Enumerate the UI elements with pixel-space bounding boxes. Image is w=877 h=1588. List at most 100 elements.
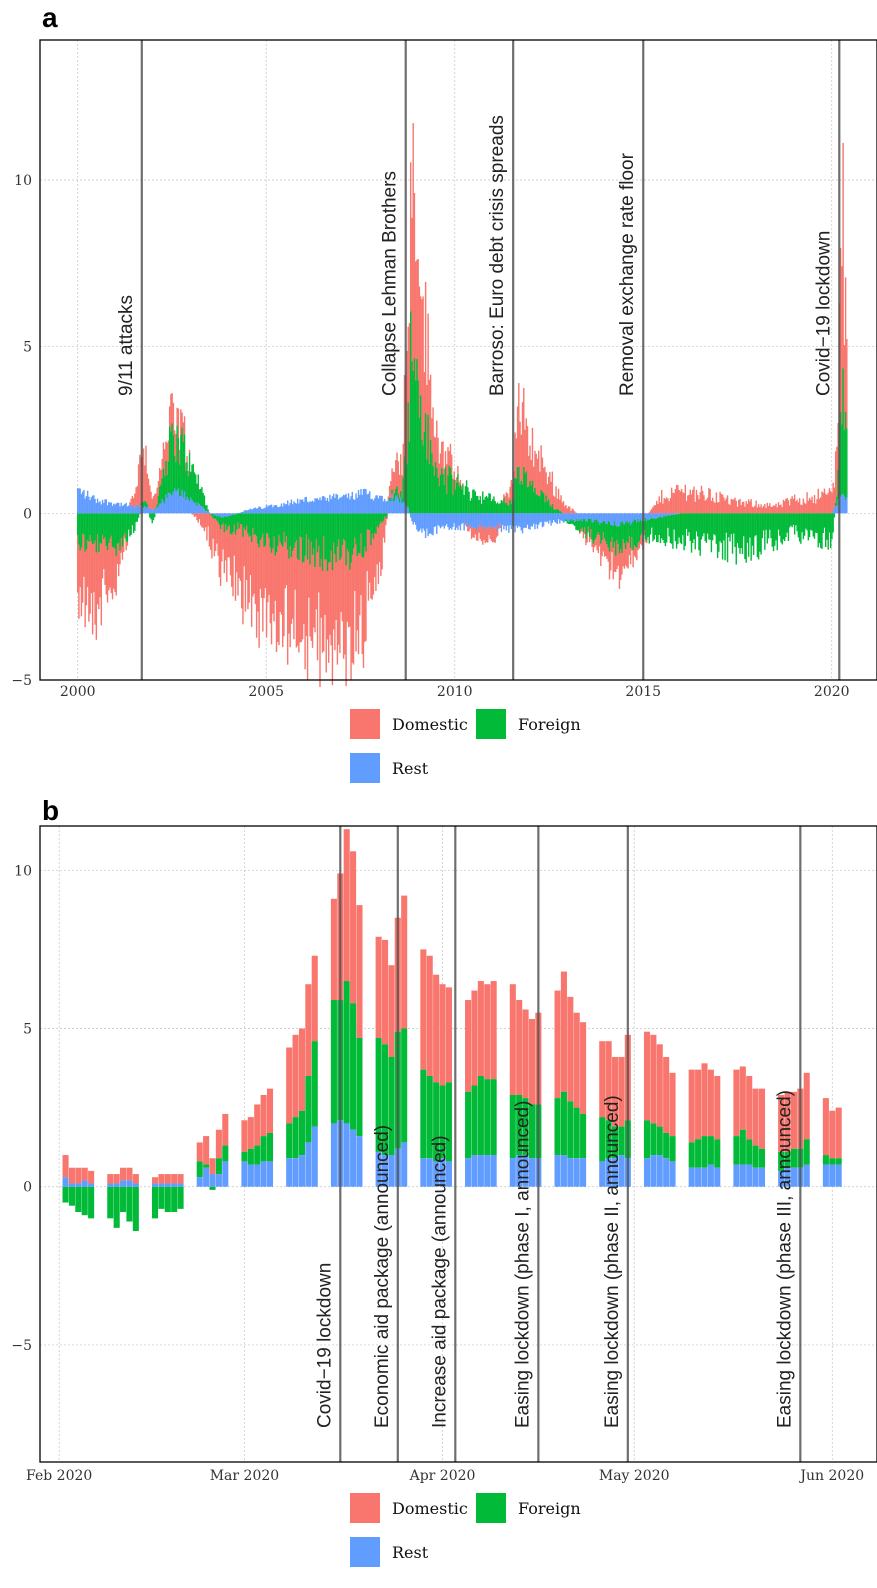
- panel-a-bar-domestic: [472, 527, 474, 538]
- panel-b-bar-foreign: [88, 1186, 95, 1219]
- panel-a-bar-foreign: [559, 511, 561, 514]
- panel-a-bar-foreign: [627, 523, 629, 544]
- panel-a-bar-rest: [372, 500, 375, 514]
- panel-a-bar-rest: [272, 507, 274, 514]
- panel-b-bar-rest: [241, 1161, 248, 1187]
- panel-a-bar-foreign: [688, 513, 690, 533]
- panel-a-bar-domestic: [564, 506, 566, 514]
- panel-a-bar-rest: [116, 502, 119, 514]
- panel-a-bar-rest: [294, 502, 296, 514]
- panel-a-bar-domestic: [139, 454, 141, 507]
- panel-a-bar-rest: [521, 513, 524, 534]
- panel-a-bar-foreign: [272, 513, 274, 549]
- panel-a-frame: [39, 39, 877, 681]
- panel-b-bar-domestic: [490, 981, 497, 1080]
- panel-a-bar-domestic: [299, 536, 301, 643]
- panel-b-bar-domestic: [113, 1174, 120, 1184]
- panel-a-bar-domestic: [258, 547, 260, 648]
- panel-a-bar-foreign: [321, 513, 324, 571]
- panel-a-bar-rest: [182, 496, 185, 514]
- panel-a-bar-foreign: [284, 513, 286, 543]
- panel-a-bar-domestic: [86, 539, 89, 588]
- panel-a-bar-foreign: [571, 520, 573, 524]
- panel-a-bar-foreign: [163, 476, 166, 504]
- panel-a-bar-foreign: [340, 513, 342, 558]
- panel-a-bar-foreign: [504, 503, 506, 514]
- panel-a-bar-rest: [84, 498, 86, 514]
- panel-b-series-foreign: [62, 981, 842, 1232]
- panel-a-bar-domestic: [191, 513, 193, 515]
- panel-a-bar-rest: [268, 505, 270, 514]
- panel-a-bar-foreign: [710, 513, 713, 553]
- panel-a-xtick-label: 2005: [248, 684, 284, 700]
- panel-a-bar-domestic: [757, 504, 760, 514]
- panel-a-bar-foreign: [286, 513, 289, 550]
- panel-a-bar-rest: [206, 511, 208, 514]
- panel-a-series-foreign: [76, 311, 848, 572]
- panel-a-bar-foreign: [709, 513, 711, 540]
- panel-a-bar-rest: [528, 513, 530, 529]
- panel-a-bar-domestic: [574, 511, 576, 514]
- panel-a-bar-foreign: [569, 520, 571, 525]
- panel-a-bar-foreign: [575, 520, 577, 530]
- panel-a-bar-rest: [460, 513, 463, 525]
- panel-a-bar-domestic: [412, 123, 414, 371]
- panel-b-bar-rest: [560, 1155, 567, 1187]
- panel-a-bar-domestic: [705, 499, 708, 514]
- panel-b-bar-rest: [490, 1155, 497, 1187]
- panel-a-bar-rest: [659, 513, 662, 517]
- panel-a-bar-domestic: [554, 496, 556, 510]
- panel-a-bar-rest: [834, 506, 837, 514]
- panel-a-bar-domestic: [690, 494, 693, 514]
- panel-a-bar-foreign: [382, 513, 385, 521]
- panel-a-bar-foreign: [135, 513, 137, 523]
- panel-b-ytick-label: 5: [23, 1022, 32, 1038]
- panel-a-bar-domestic: [350, 562, 352, 680]
- panel-a-bar-foreign: [324, 513, 326, 560]
- panel-a-bar-foreign: [703, 513, 705, 534]
- panel-b-bar-domestic: [356, 905, 363, 1038]
- panel-a-bar-domestic: [627, 543, 629, 569]
- panel-a-bar-foreign: [564, 520, 566, 522]
- panel-a-bar-foreign: [795, 513, 797, 526]
- panel-b-legend-swatch-rest: [350, 1537, 380, 1567]
- panel-a-bar-foreign: [94, 513, 96, 541]
- panel-a-bar-foreign: [168, 426, 171, 494]
- panel-a-bar-domestic: [437, 437, 439, 479]
- panel-a-bar-domestic: [631, 537, 633, 551]
- panel-a-bar-domestic: [156, 487, 158, 505]
- panel-b-bar-foreign: [822, 1155, 829, 1165]
- panel-a-bar-rest: [162, 501, 165, 514]
- panel-a-bar-foreign: [818, 513, 821, 544]
- panel-a-bar-domestic: [200, 513, 202, 526]
- panel-a-bar-foreign: [653, 518, 655, 540]
- panel-a-bar-foreign: [724, 513, 726, 561]
- panel-a-bar-rest: [524, 513, 526, 528]
- panel-a-bar-rest: [120, 502, 122, 514]
- panel-b-bar-foreign: [401, 1028, 408, 1143]
- panel-a-bar-rest: [608, 513, 611, 522]
- panel-a-bar-foreign: [188, 452, 191, 502]
- panel-a-bar-rest: [356, 497, 358, 514]
- panel-a-bar-foreign: [171, 423, 173, 496]
- panel-a-bar-domestic: [749, 501, 751, 514]
- panel-a-bar-rest: [473, 513, 475, 528]
- panel-a-bar-rest: [510, 513, 513, 529]
- panel-a-bar-rest: [354, 499, 356, 514]
- panel-a-bar-domestic: [254, 534, 257, 605]
- panel-b-bar-domestic: [171, 1174, 178, 1184]
- panel-a-bar-rest: [480, 513, 483, 528]
- panel-b-bar-rest: [62, 1177, 69, 1187]
- panel-a-bar-domestic: [500, 531, 503, 533]
- panel-a-bar-foreign: [162, 468, 165, 502]
- panel-a-bar-domestic: [459, 479, 462, 485]
- panel-a-bar-foreign: [826, 513, 828, 540]
- panel-b-bar-foreign: [254, 1145, 261, 1165]
- panel-a-bar-rest: [203, 509, 206, 514]
- panel-a-bar-rest: [282, 506, 284, 514]
- panel-a-event-label-4: Covid−19 lockdown: [813, 231, 834, 396]
- panel-a-bar-domestic: [310, 541, 313, 641]
- panel-b-bar-foreign: [663, 1132, 670, 1159]
- panel-a-bar-foreign: [337, 513, 340, 540]
- panel-a-bar-domestic: [448, 451, 450, 466]
